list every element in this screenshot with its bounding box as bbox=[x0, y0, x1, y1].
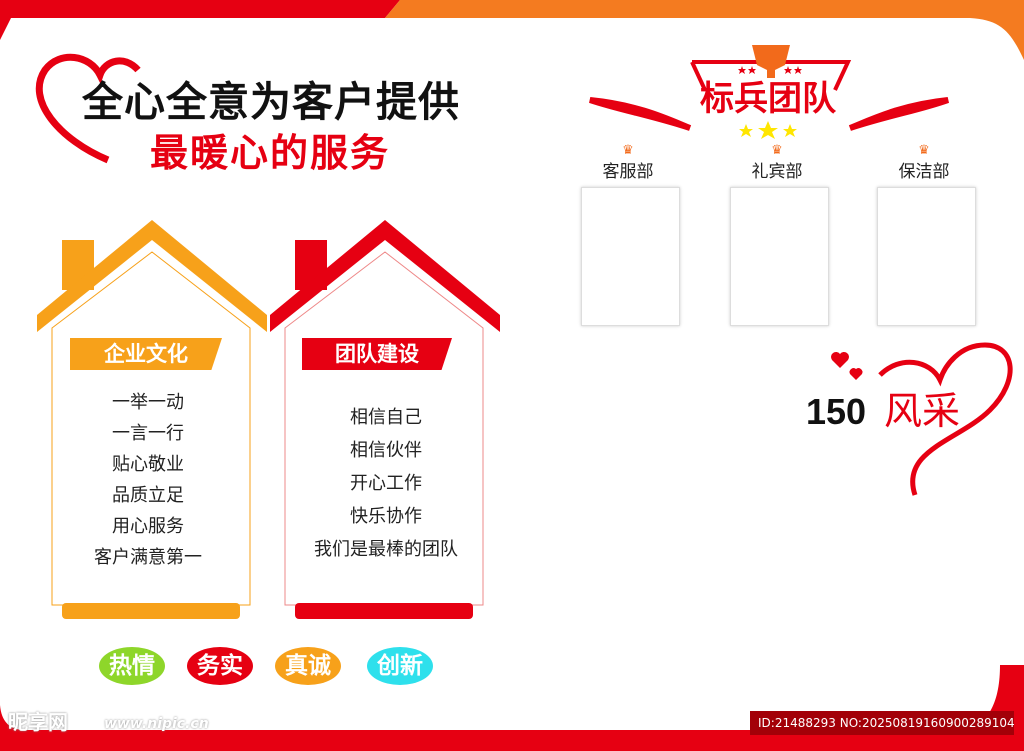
watermark-id: ID:21488293 NO:20250819160900289104 bbox=[750, 711, 1015, 735]
list-item: 一举一动 bbox=[112, 392, 184, 413]
list-item: 我们是最棒的团队 bbox=[314, 539, 458, 560]
small-stars-icon bbox=[738, 66, 802, 74]
small-heart-icon bbox=[831, 352, 850, 368]
crown-icon: ♛ bbox=[622, 143, 634, 158]
headline-line2: 最暖心的服务 bbox=[150, 131, 391, 175]
team-title: 标兵团队 bbox=[700, 79, 836, 119]
list-item: 客户满意第一 bbox=[94, 547, 202, 568]
house-label: 企业文化 bbox=[70, 338, 222, 370]
value-badge: 务实 bbox=[187, 647, 253, 685]
list-item: 一言一行 bbox=[112, 423, 184, 444]
showcase-number: 150 bbox=[806, 391, 867, 432]
list-item: 用心服务 bbox=[112, 516, 184, 537]
list-item: 相信自己 bbox=[350, 407, 422, 428]
list-item: 相信伙伴 bbox=[350, 440, 422, 461]
house-label: 团队建设 bbox=[302, 338, 452, 370]
watermark-site: www.nipic.cn bbox=[104, 716, 209, 732]
heart-outline-icon bbox=[878, 342, 1013, 496]
crown-icon: ♛ bbox=[918, 143, 930, 158]
department-label: 客服部 bbox=[602, 162, 654, 182]
photo-frame bbox=[730, 187, 829, 326]
watermark-logo: 昵享网 bbox=[8, 710, 68, 734]
value-badge: 真诚 bbox=[275, 647, 341, 685]
house-corporate-culture: 企业文化 一举一动 一言一行 贴心敬业 品质立足 用心服务 客户满意第一 bbox=[37, 220, 269, 620]
value-badge: 创新 bbox=[367, 647, 433, 685]
list-item: 品质立足 bbox=[112, 485, 184, 506]
photo-frame bbox=[877, 187, 976, 326]
house-team-building: 团队建设 相信自己 相信伙伴 开心工作 快乐协作 我们是最棒的团队 bbox=[270, 220, 502, 620]
showcase-text: 风采 bbox=[884, 389, 961, 433]
trophy-icon bbox=[752, 45, 790, 78]
headline-line1: 全心全意为客户提供 bbox=[82, 78, 460, 126]
heart-icon bbox=[35, 53, 141, 164]
department-label: 礼宾部 bbox=[751, 162, 803, 182]
value-badge: 热情 bbox=[99, 647, 165, 685]
list-item: 快乐协作 bbox=[350, 506, 422, 527]
list-item: 开心工作 bbox=[350, 473, 422, 494]
crown-icon: ♛ bbox=[771, 143, 783, 158]
photo-frame bbox=[581, 187, 680, 326]
department-label: 保洁部 bbox=[898, 162, 950, 182]
list-item: 贴心敬业 bbox=[112, 454, 184, 475]
stars-icon bbox=[739, 121, 797, 139]
